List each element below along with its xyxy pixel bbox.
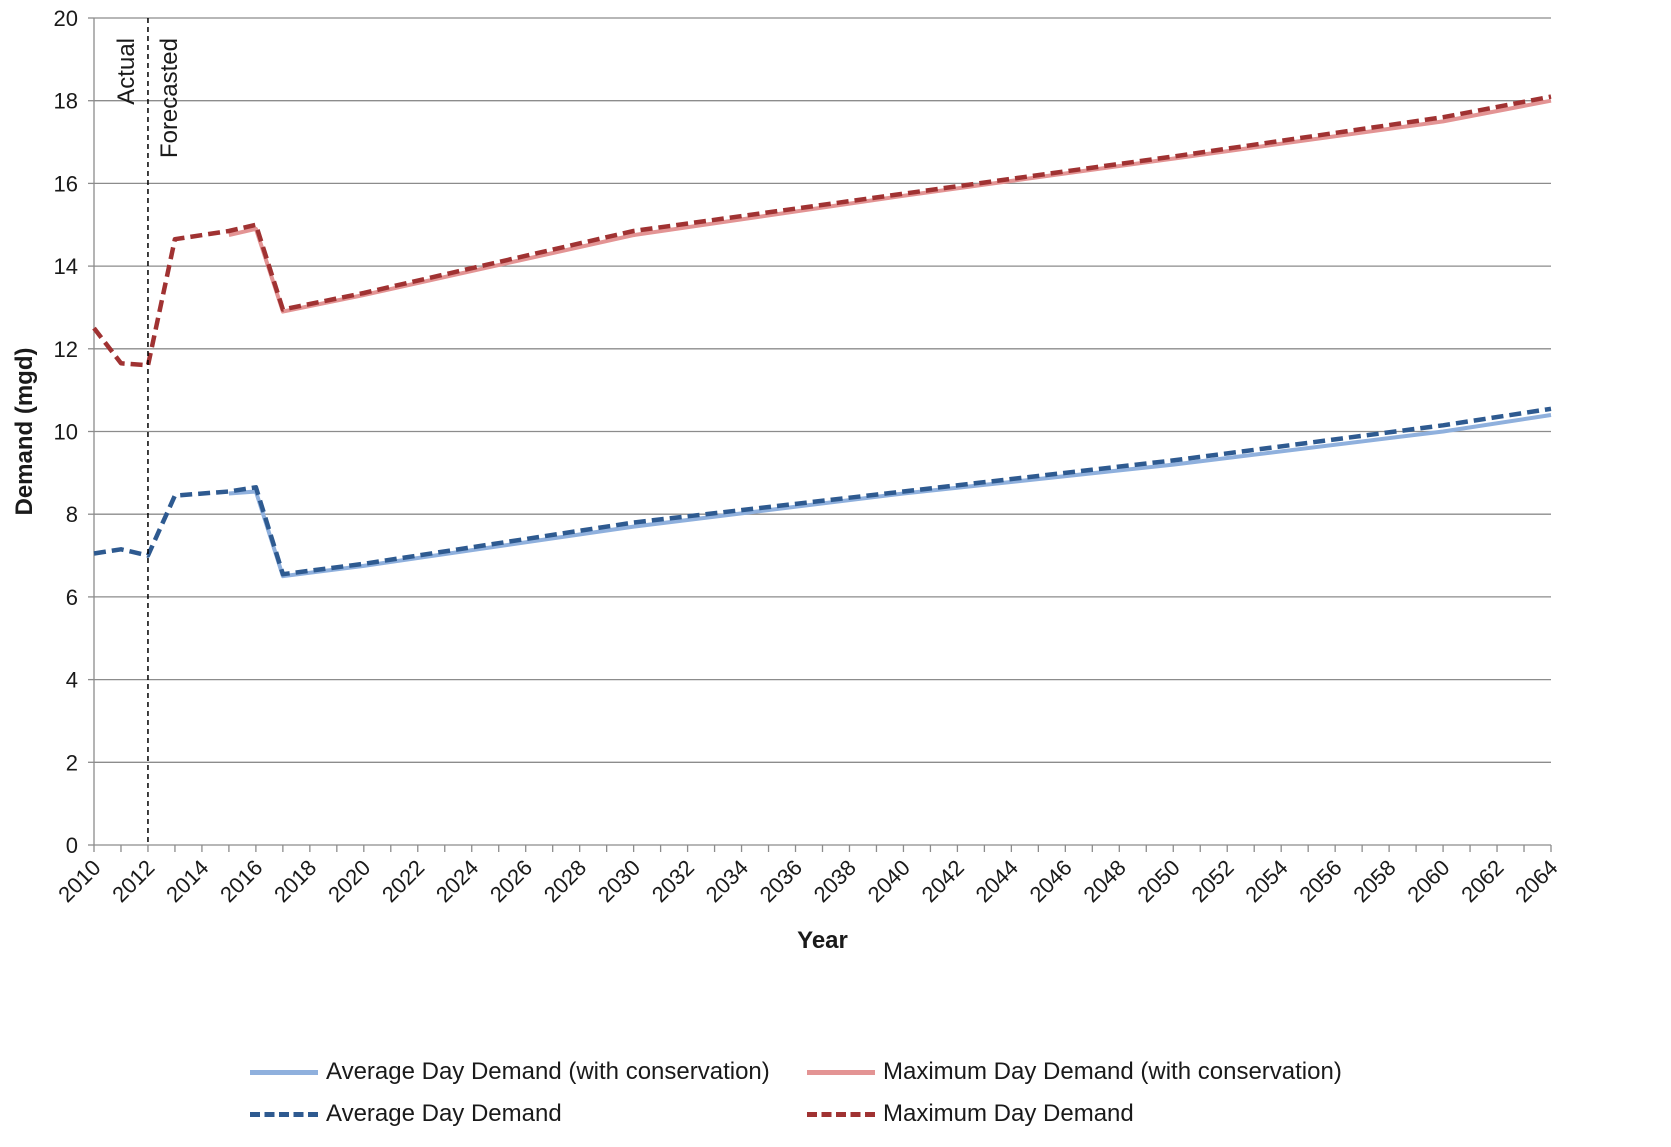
y-tick-labels: 0 2 4 6 8 10 12 14 16 18 20: [54, 6, 78, 858]
y-axis-title: Demand (mgd): [11, 348, 38, 516]
x-tick-label: 2042: [917, 855, 969, 907]
x-tick-label: 2032: [647, 855, 699, 907]
y-tick-label: 12: [54, 337, 78, 362]
y-tick-label: 20: [54, 6, 78, 31]
y-tick-label: 6: [66, 585, 78, 610]
actual-forecast-annotation: Actual Forecasted: [113, 18, 183, 845]
x-tick-label: 2064: [1510, 855, 1562, 907]
legend-swatch-avg: [250, 1111, 318, 1117]
x-tick-label: 2048: [1079, 855, 1131, 907]
x-tick-label: 2062: [1456, 855, 1508, 907]
y-tick-label: 4: [66, 668, 78, 693]
series-line-avg: [93, 406, 1552, 577]
legend-swatch-max-conservation: [807, 1069, 875, 1075]
axes: [88, 17, 1552, 852]
legend-label: Maximum Day Demand: [883, 1100, 1134, 1127]
x-tick-label: 2022: [377, 855, 429, 907]
x-tick-label: 2028: [539, 855, 591, 907]
x-tick-label: 2012: [107, 855, 159, 907]
x-axis-title: Year: [797, 927, 848, 954]
legend-swatch-max: [807, 1111, 875, 1117]
x-tick-label: 2026: [485, 855, 537, 907]
legend-item-avg: Average Day Demand: [250, 1099, 562, 1129]
series-line-max-cons: [228, 98, 1552, 314]
x-tick-label: 2044: [971, 855, 1023, 907]
series-lines: [92, 94, 1552, 579]
x-tick-label: 2038: [809, 855, 861, 907]
x-tick-label: 2058: [1348, 855, 1400, 907]
legend-swatch-avg-conservation: [250, 1069, 318, 1075]
forecasted-label: Forecasted: [156, 38, 183, 158]
x-tick-label: 2056: [1294, 855, 1346, 907]
legend-label: Average Day Demand: [326, 1100, 562, 1127]
y-tick-label: 0: [66, 833, 78, 858]
legend: Average Day Demand (with conservation) M…: [250, 1057, 1450, 1147]
x-tick-label: 2040: [863, 855, 915, 907]
x-tick-labels: 2010 2012 2014 2016 2018 2020 2022 2024 2026 2028…: [53, 855, 1562, 907]
legend-item-max: Maximum Day Demand: [807, 1099, 1134, 1129]
y-tick-label: 10: [54, 420, 78, 445]
legend-item-avg-conservation: Average Day Demand (with conservation): [250, 1057, 770, 1087]
x-tick-label: 2024: [431, 855, 483, 907]
gridlines: [94, 17, 1551, 763]
legend-label: Average Day Demand (with conservation): [326, 1058, 770, 1085]
x-tick-label: 2054: [1240, 855, 1292, 907]
x-tick-label: 2020: [323, 855, 375, 907]
x-tick-label: 2052: [1186, 855, 1238, 907]
x-tick-label: 2036: [755, 855, 807, 907]
x-tick-label: 2030: [593, 855, 645, 907]
y-tick-label: 18: [54, 89, 78, 114]
legend-label: Maximum Day Demand (with conservation): [883, 1058, 1342, 1085]
x-tick-label: 2034: [701, 855, 753, 907]
y-tick-label: 16: [54, 171, 78, 196]
x-tick-label: 2050: [1133, 855, 1185, 907]
y-tick-label: 2: [66, 750, 78, 775]
legend-item-max-conservation: Maximum Day Demand (with conservation): [807, 1057, 1342, 1087]
x-tick-label: 2016: [215, 855, 267, 907]
actual-label: Actual: [113, 38, 140, 105]
x-tick-label: 2018: [269, 855, 321, 907]
y-tick-label: 8: [66, 502, 78, 527]
x-tick-label: 2060: [1402, 855, 1454, 907]
y-tick-label: 14: [54, 254, 78, 279]
x-tick-label: 2010: [53, 855, 105, 907]
x-tick-label: 2014: [161, 855, 213, 907]
series-line-max: [92, 94, 1552, 368]
x-tick-label: 2046: [1025, 855, 1077, 907]
